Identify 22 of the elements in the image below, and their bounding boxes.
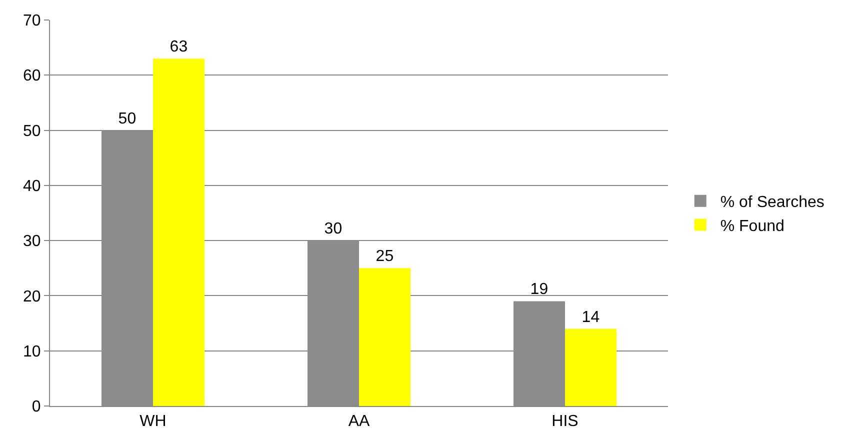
legend-label: % of Searches [720, 194, 824, 212]
y-tick-label: 60 [23, 68, 41, 85]
y-tick-label: 40 [23, 178, 41, 196]
y-tick-label: 50 [23, 122, 41, 140]
legend-label: % Found [720, 218, 784, 235]
data-label: 19 [530, 281, 548, 298]
bar [359, 268, 410, 406]
y-tick-label: 70 [23, 12, 41, 30]
data-label: 25 [376, 248, 394, 266]
data-label: 14 [582, 308, 600, 326]
y-tick-label: 20 [23, 288, 41, 306]
y-tick-label: 0 [32, 398, 41, 416]
x-tick-label: WH [140, 413, 166, 430]
x-tick-label: AA [348, 413, 370, 430]
y-tick-label: 30 [23, 233, 41, 250]
bar [565, 328, 616, 406]
data-label: 30 [324, 220, 342, 238]
data-label: 50 [118, 110, 136, 128]
bar [153, 58, 204, 406]
y-tick-label: 10 [23, 343, 41, 360]
x-tick-label: HIS [552, 413, 578, 430]
data-label: 63 [170, 38, 188, 56]
